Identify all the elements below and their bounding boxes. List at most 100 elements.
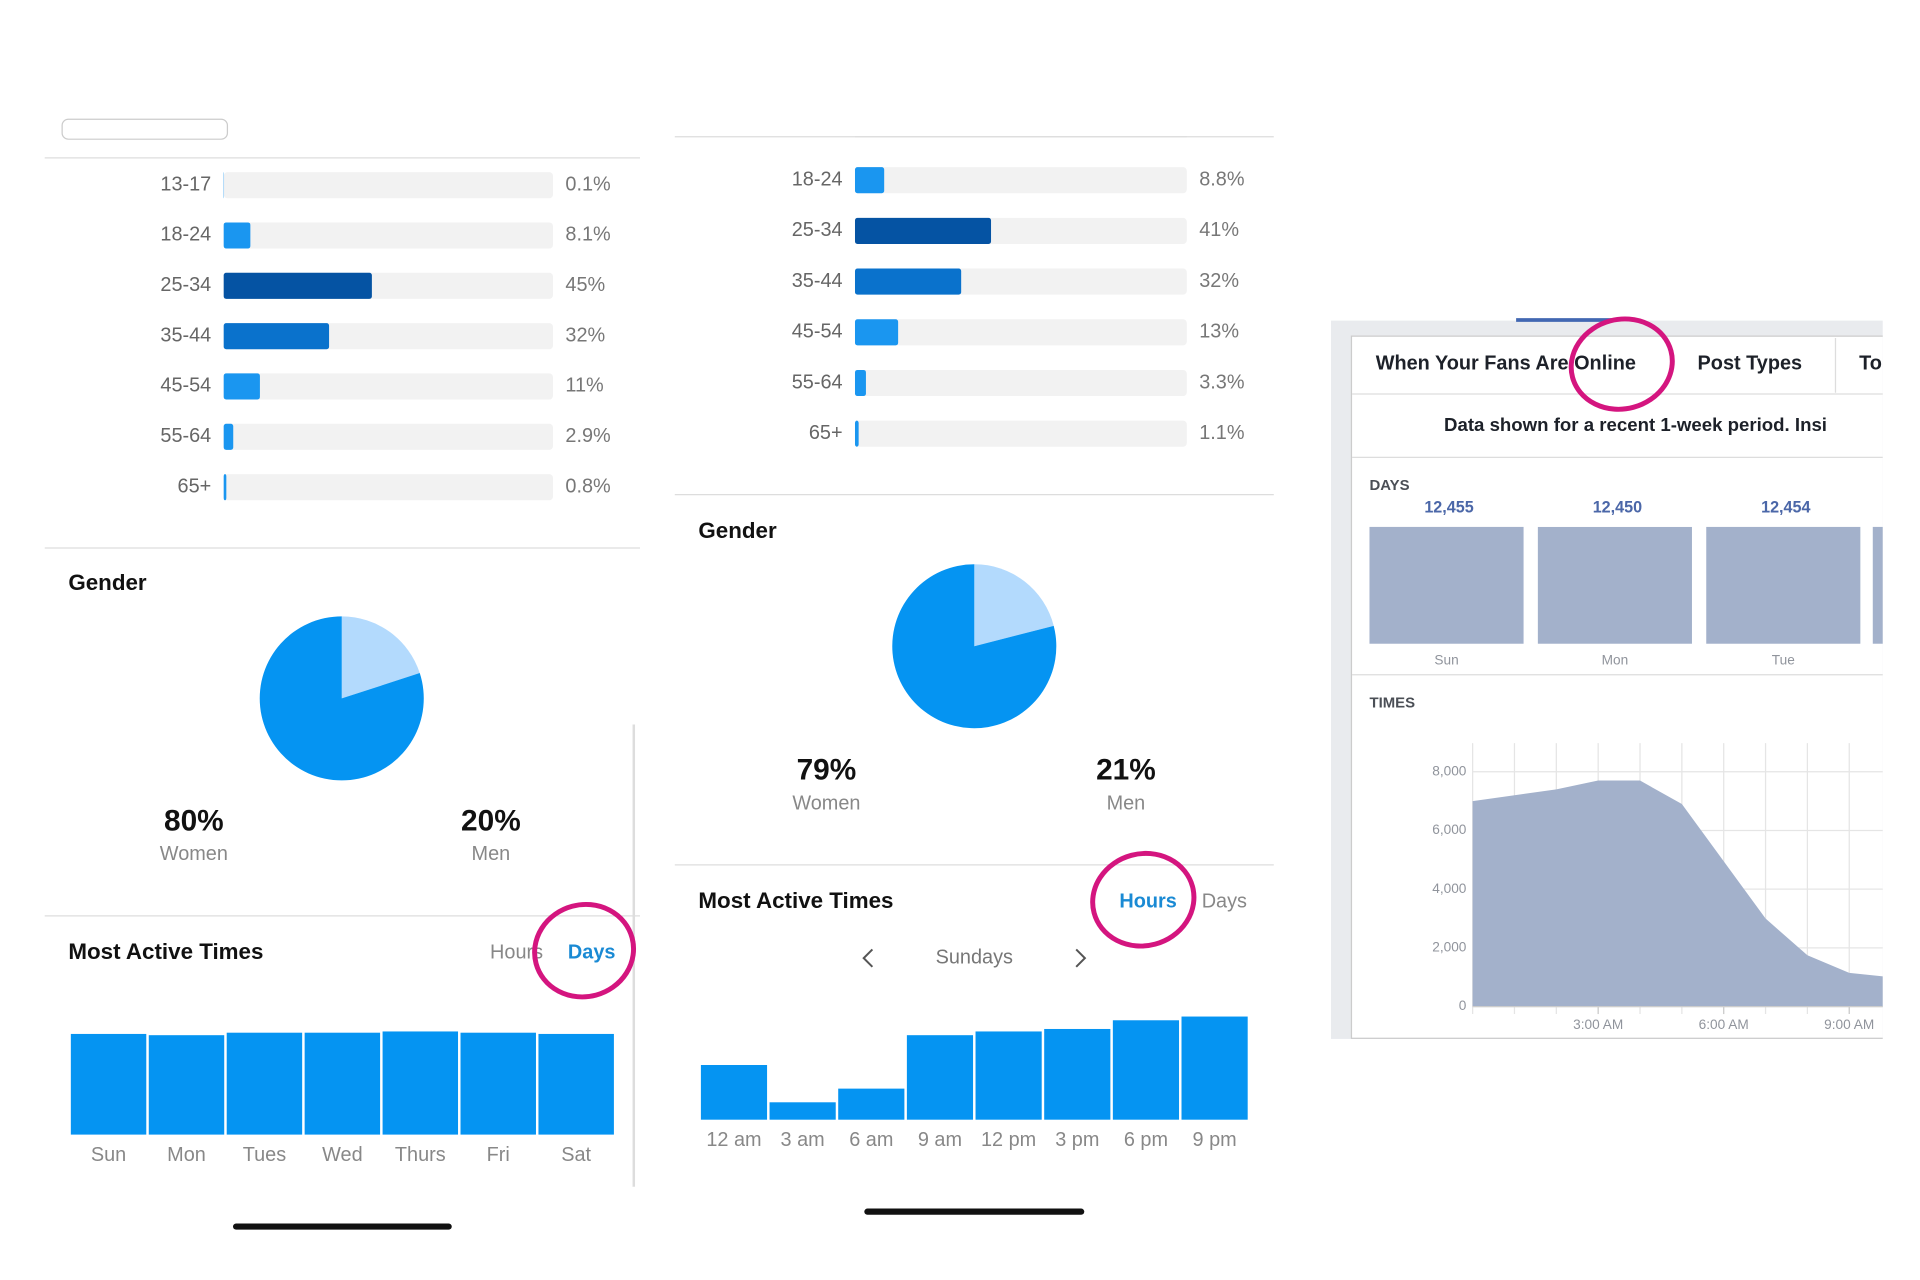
bar — [223, 323, 330, 350]
value-label: 11% — [565, 375, 603, 397]
area — [1472, 780, 1883, 1007]
bar — [223, 373, 260, 400]
dropdown[interactable] — [61, 118, 229, 140]
bar — [1044, 1028, 1111, 1120]
bar-track — [854, 319, 1187, 346]
age-label: 45-54 — [792, 321, 843, 343]
x-tick-label: 9:00 AM — [1824, 1017, 1874, 1032]
age-label: 55-64 — [792, 371, 843, 393]
y-tick-label: 8,000 — [1432, 763, 1467, 778]
bar — [460, 1032, 536, 1135]
partial-bar — [1872, 526, 1883, 644]
bar-track — [223, 222, 554, 249]
pie-value: 79% — [797, 754, 857, 787]
bar-track — [223, 373, 554, 400]
tab[interactable]: Post Types — [1698, 352, 1803, 374]
bar — [1369, 526, 1524, 644]
annotation-circle — [1568, 316, 1675, 412]
x-tick-label: Tues — [243, 1144, 287, 1166]
x-tick-label: Sun — [91, 1144, 126, 1166]
x-tick-label: 3 pm — [1055, 1129, 1099, 1151]
section-title: TIMES — [1369, 695, 1415, 711]
bar — [854, 369, 866, 397]
bar-track — [854, 167, 1187, 194]
value-label: 32% — [565, 324, 605, 346]
y-tick-label: 6,000 — [1432, 822, 1467, 837]
section-title: Gender — [698, 518, 777, 543]
bar — [223, 474, 227, 501]
bar-track — [854, 369, 1187, 397]
next-arrow[interactable] — [1075, 948, 1087, 968]
pie-label: Women — [160, 843, 228, 865]
tab[interactable]: To — [1859, 352, 1882, 374]
toggle[interactable]: Hours — [1119, 890, 1176, 912]
annotation-circle — [532, 901, 637, 1000]
tab[interactable]: When Your Fans Are Online — [1376, 352, 1636, 374]
age-label: 25-34 — [792, 219, 843, 241]
toggle[interactable]: Hours — [490, 941, 543, 963]
x-tick-label: 12 am — [706, 1129, 761, 1151]
bar — [70, 1033, 147, 1135]
pie-label: Men — [472, 843, 511, 865]
x-tick-label: 6 am — [849, 1129, 893, 1151]
pie-slice — [974, 564, 1054, 647]
value-label: 1.1% — [1199, 422, 1244, 444]
x-tick-label: Wed — [322, 1144, 363, 1166]
age-label: 45-54 — [160, 375, 211, 397]
bar — [700, 1065, 768, 1120]
prev-arrow[interactable] — [862, 948, 874, 968]
bar — [382, 1031, 459, 1135]
pie-value: 80% — [164, 805, 224, 838]
value-label: 8.8% — [1199, 168, 1244, 190]
pie-value: 21% — [1096, 754, 1156, 787]
y-tick-label: 2,000 — [1432, 939, 1467, 954]
value-label: 3.3% — [1199, 371, 1244, 393]
bar — [1112, 1020, 1180, 1120]
age-label: 35-44 — [160, 324, 211, 346]
bar — [223, 222, 251, 249]
value-label: 12,450 — [1593, 499, 1642, 517]
bar — [148, 1035, 225, 1135]
section-title: Most Active Times — [68, 939, 263, 964]
section-title: Most Active Times — [698, 888, 893, 913]
x-tick-label: 6:00 AM — [1699, 1017, 1749, 1032]
x-tick-label: Thurs — [395, 1144, 446, 1166]
bar — [854, 167, 885, 194]
bar — [854, 420, 859, 447]
bar — [223, 272, 372, 299]
x-tick-label: Sun — [1434, 653, 1458, 668]
bar — [1181, 1016, 1248, 1120]
bar — [538, 1033, 614, 1135]
x-tick-label: 9 pm — [1193, 1129, 1237, 1151]
y-tick-label: 0 — [1459, 998, 1467, 1013]
x-tick-label: 6 pm — [1124, 1129, 1168, 1151]
age-label: 18-24 — [792, 168, 843, 190]
toggle[interactable]: Days — [1202, 890, 1247, 912]
x-tick-label: Sat — [561, 1144, 591, 1166]
bar — [769, 1102, 836, 1120]
value-label: 8.1% — [565, 224, 610, 246]
pie-value: 20% — [461, 805, 521, 838]
age-label: 35-44 — [792, 270, 843, 292]
bar — [854, 319, 899, 346]
x-tick-label: 3:00 AM — [1573, 1017, 1623, 1032]
value-label: 0.1% — [565, 173, 610, 195]
age-label: 65+ — [809, 422, 843, 444]
x-tick-label: 3 am — [781, 1129, 825, 1151]
x-tick-label: Mon — [167, 1144, 206, 1166]
value-label: 0.8% — [565, 475, 610, 497]
x-tick-label: Tue — [1772, 653, 1795, 668]
tab-indicator — [1516, 318, 1612, 322]
toggle[interactable]: Days — [568, 941, 616, 963]
age-label: 13-17 — [160, 173, 211, 195]
bar-track — [223, 423, 554, 450]
y-tick-label: 4,000 — [1432, 881, 1467, 896]
value-label: 13% — [1199, 321, 1239, 343]
age-label: 65+ — [178, 475, 212, 497]
x-tick-label: 12 pm — [981, 1129, 1036, 1151]
x-tick-label: Fri — [487, 1144, 510, 1166]
annotation-circle — [1090, 850, 1197, 949]
nav-label: Sundays — [936, 946, 1013, 968]
